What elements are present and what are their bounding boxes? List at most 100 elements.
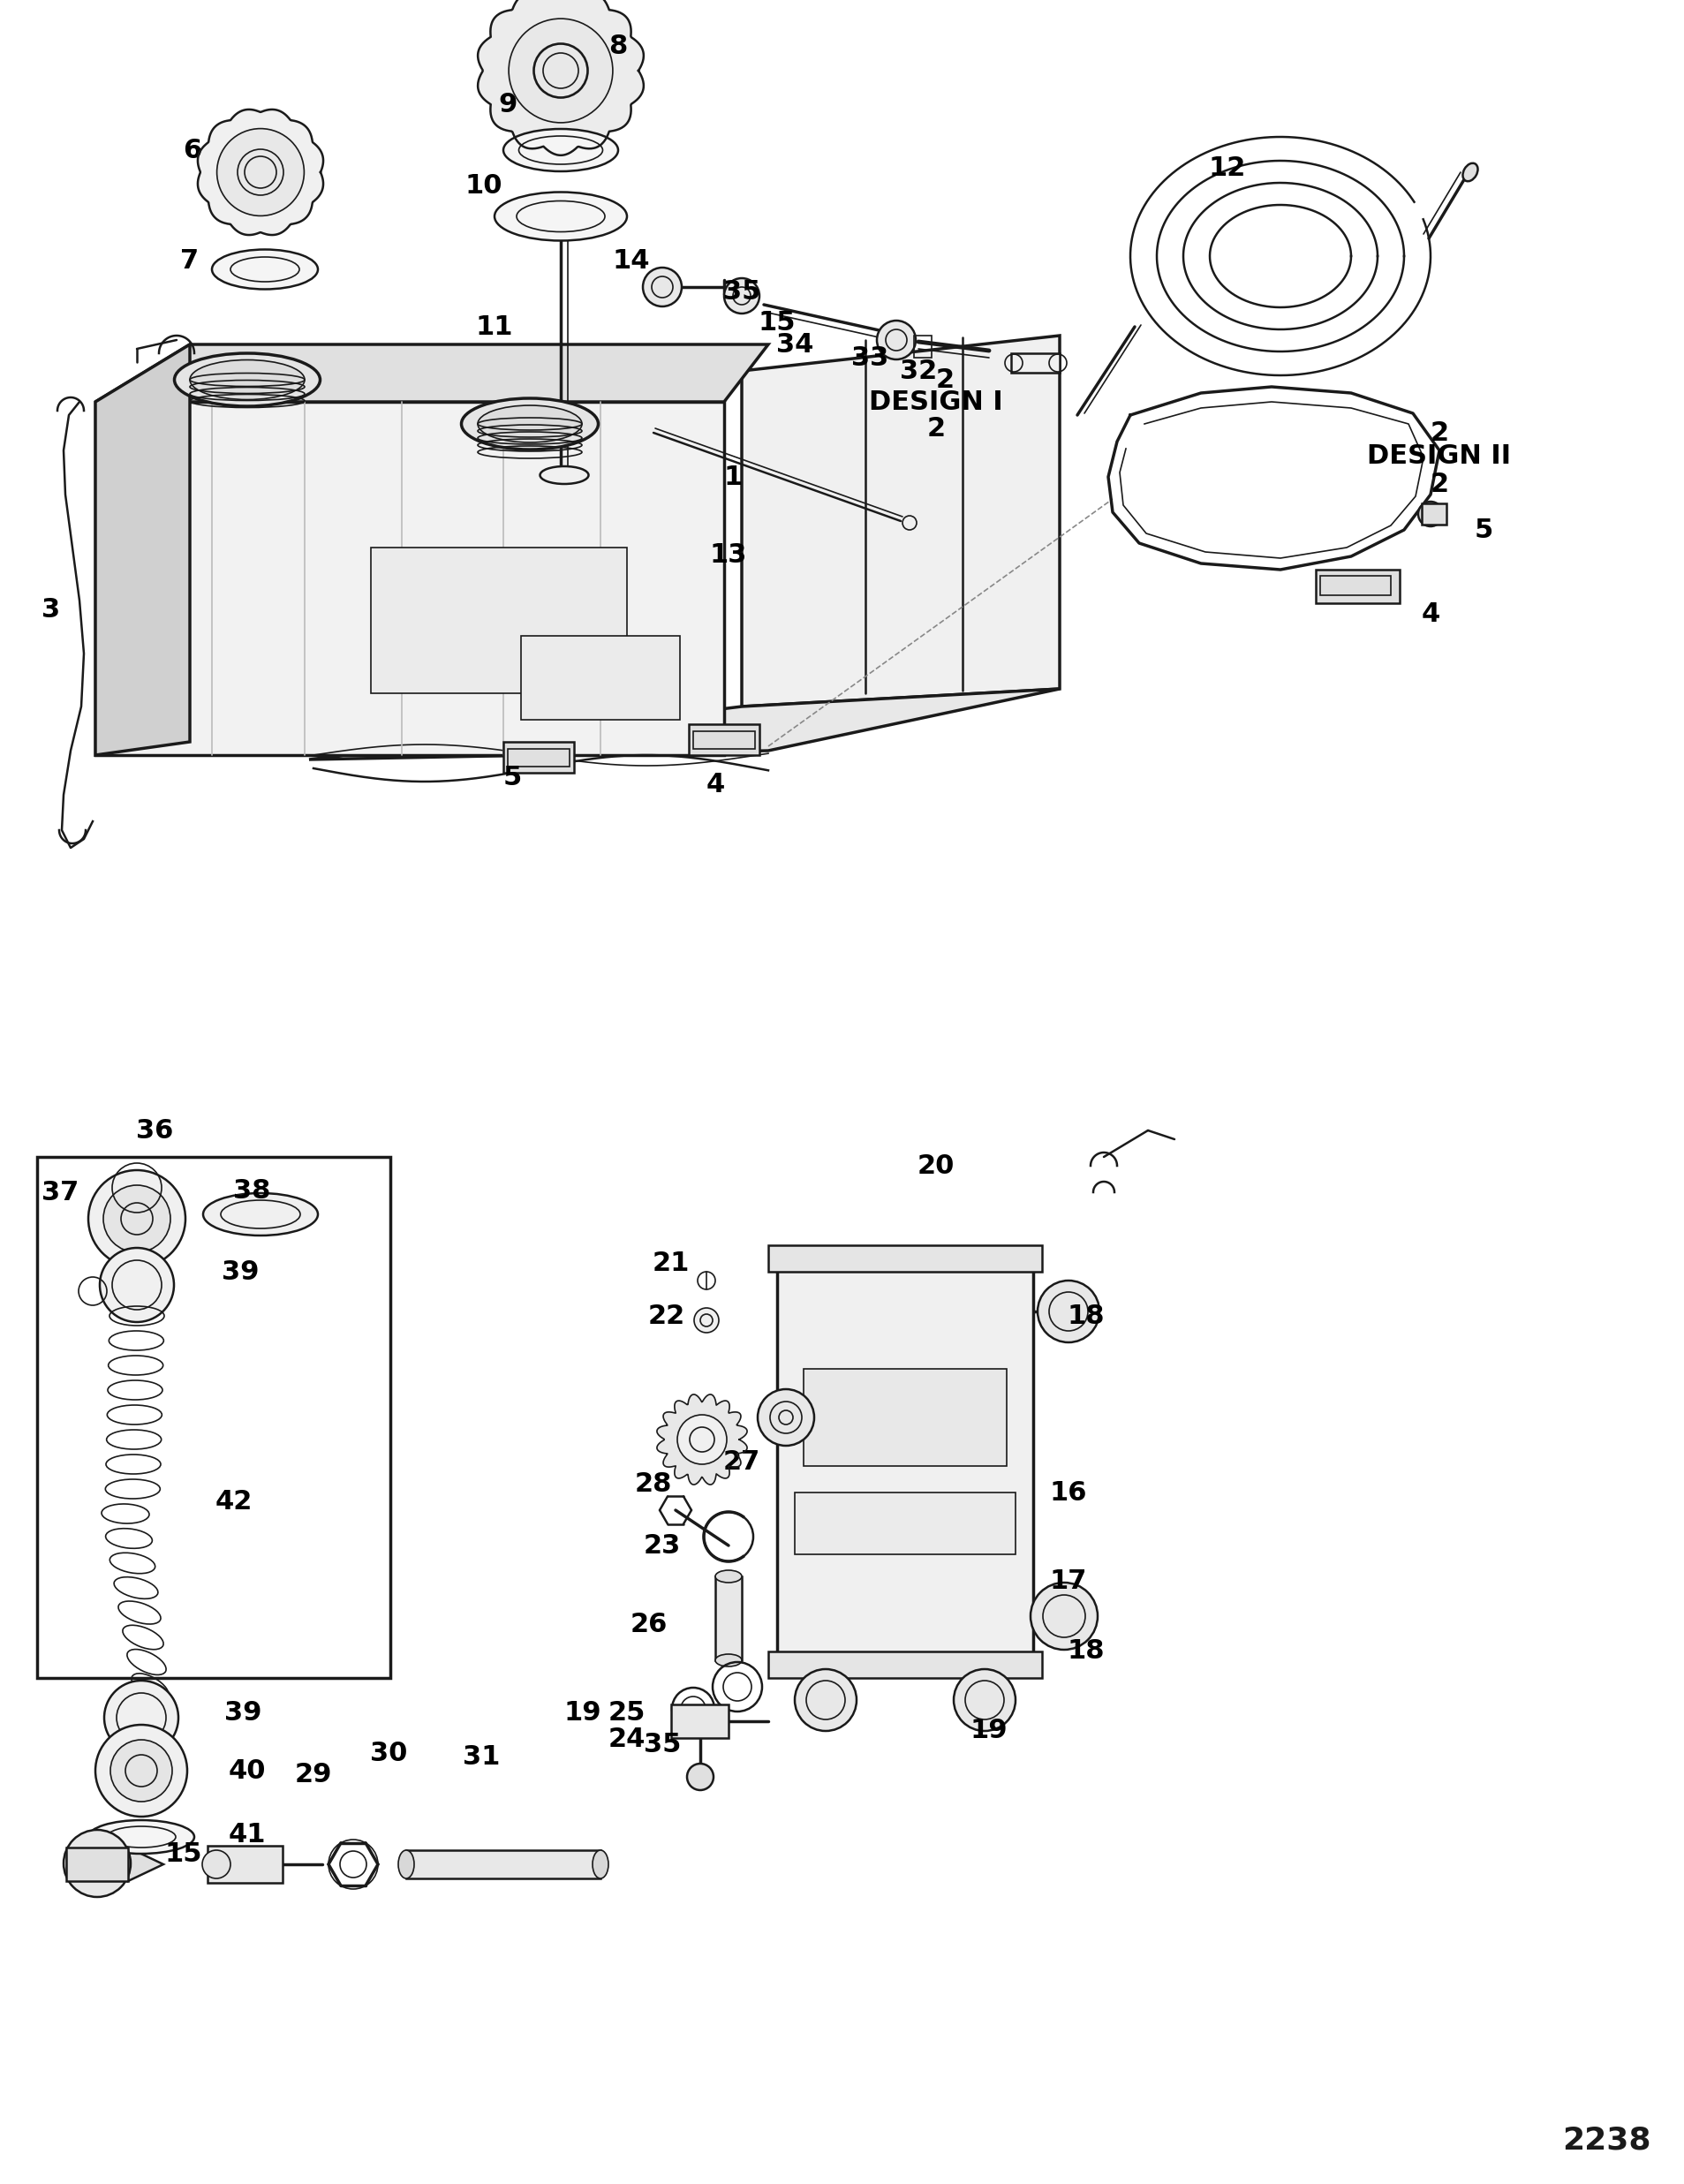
Polygon shape	[128, 1848, 163, 1880]
Text: 13: 13	[709, 542, 746, 568]
Circle shape	[111, 1741, 172, 1802]
Circle shape	[88, 1171, 185, 1267]
Text: 2: 2	[1430, 419, 1448, 446]
Text: 38: 38	[232, 1177, 269, 1203]
Text: 18: 18	[1068, 1304, 1105, 1328]
Polygon shape	[657, 1393, 746, 1485]
Circle shape	[758, 1389, 813, 1446]
Ellipse shape	[212, 249, 318, 288]
Bar	[406, 1850, 600, 1878]
Ellipse shape	[204, 1192, 318, 1236]
Bar	[803, 1369, 1005, 1465]
Bar	[692, 732, 754, 749]
Text: 4: 4	[1420, 601, 1440, 627]
Circle shape	[202, 1850, 231, 1878]
Text: 19: 19	[970, 1719, 1007, 1743]
Ellipse shape	[716, 1570, 741, 1583]
Bar	[504, 743, 574, 773]
Text: 2238: 2238	[1561, 2125, 1650, 2156]
Bar	[768, 1245, 1041, 1271]
Bar	[913, 336, 931, 358]
Ellipse shape	[539, 467, 588, 485]
Text: 4: 4	[706, 771, 724, 797]
Circle shape	[509, 20, 613, 122]
Polygon shape	[308, 688, 1059, 760]
Text: 2: 2	[1430, 472, 1448, 496]
Circle shape	[724, 277, 759, 314]
Bar	[370, 548, 626, 692]
Text: 32: 32	[899, 358, 936, 384]
Text: 5: 5	[1474, 518, 1492, 542]
Text: 40: 40	[229, 1758, 266, 1784]
Circle shape	[103, 1186, 170, 1251]
Text: 23: 23	[643, 1533, 680, 1559]
Text: 37: 37	[42, 1179, 79, 1206]
Text: 17: 17	[1049, 1568, 1086, 1594]
Bar	[37, 1158, 391, 1677]
Circle shape	[687, 1765, 712, 1791]
Text: 2: 2	[935, 367, 953, 393]
Text: 16: 16	[1049, 1481, 1086, 1505]
Text: 15: 15	[165, 1841, 202, 1867]
Bar	[1320, 577, 1389, 596]
Text: 39: 39	[224, 1701, 261, 1725]
Circle shape	[104, 1682, 179, 1754]
Ellipse shape	[504, 129, 618, 170]
Text: 11: 11	[475, 314, 514, 339]
Text: 35: 35	[722, 280, 759, 304]
Polygon shape	[478, 0, 643, 155]
Text: 5: 5	[502, 764, 522, 791]
Text: 42: 42	[216, 1489, 253, 1514]
Text: 21: 21	[652, 1249, 689, 1275]
Text: 27: 27	[722, 1448, 759, 1474]
Text: 41: 41	[229, 1821, 266, 1848]
Bar	[795, 1492, 1015, 1555]
Text: 29: 29	[295, 1762, 332, 1789]
Text: 35: 35	[643, 1732, 680, 1756]
Text: 25: 25	[608, 1701, 645, 1725]
Ellipse shape	[716, 1653, 741, 1666]
Circle shape	[643, 269, 682, 306]
Ellipse shape	[478, 406, 581, 443]
Text: 34: 34	[776, 332, 813, 358]
Text: 31: 31	[463, 1745, 500, 1771]
Polygon shape	[741, 336, 1059, 705]
Ellipse shape	[495, 192, 626, 240]
Bar	[670, 1704, 727, 1738]
Circle shape	[953, 1669, 1015, 1732]
Bar	[768, 1651, 1041, 1677]
Bar	[1315, 570, 1399, 603]
Bar	[1421, 502, 1445, 524]
Circle shape	[64, 1830, 131, 1898]
Text: 3: 3	[42, 596, 61, 622]
Text: DESIGN I: DESIGN I	[869, 389, 1002, 415]
Ellipse shape	[397, 1850, 414, 1878]
Circle shape	[96, 1725, 187, 1817]
Bar	[66, 1848, 128, 1880]
Text: 7: 7	[180, 247, 199, 273]
Bar	[207, 1845, 283, 1883]
Ellipse shape	[175, 354, 320, 406]
Bar	[520, 636, 680, 721]
Bar	[776, 1262, 1032, 1660]
Text: 2: 2	[926, 415, 945, 441]
Circle shape	[1418, 502, 1442, 526]
Circle shape	[876, 321, 916, 360]
Ellipse shape	[1462, 164, 1477, 181]
Text: 12: 12	[1207, 155, 1246, 181]
Ellipse shape	[461, 397, 598, 450]
Text: DESIGN II: DESIGN II	[1367, 443, 1511, 470]
Text: 24: 24	[608, 1728, 645, 1752]
Circle shape	[217, 129, 305, 216]
Ellipse shape	[593, 1850, 608, 1878]
Ellipse shape	[190, 360, 305, 400]
Text: 36: 36	[136, 1118, 173, 1142]
Text: 18: 18	[1068, 1638, 1105, 1664]
Polygon shape	[96, 345, 768, 402]
Circle shape	[1037, 1280, 1100, 1343]
Text: 28: 28	[635, 1470, 672, 1496]
Circle shape	[694, 1308, 719, 1332]
Bar	[1010, 354, 1059, 373]
Circle shape	[99, 1247, 173, 1321]
Bar	[689, 725, 759, 756]
